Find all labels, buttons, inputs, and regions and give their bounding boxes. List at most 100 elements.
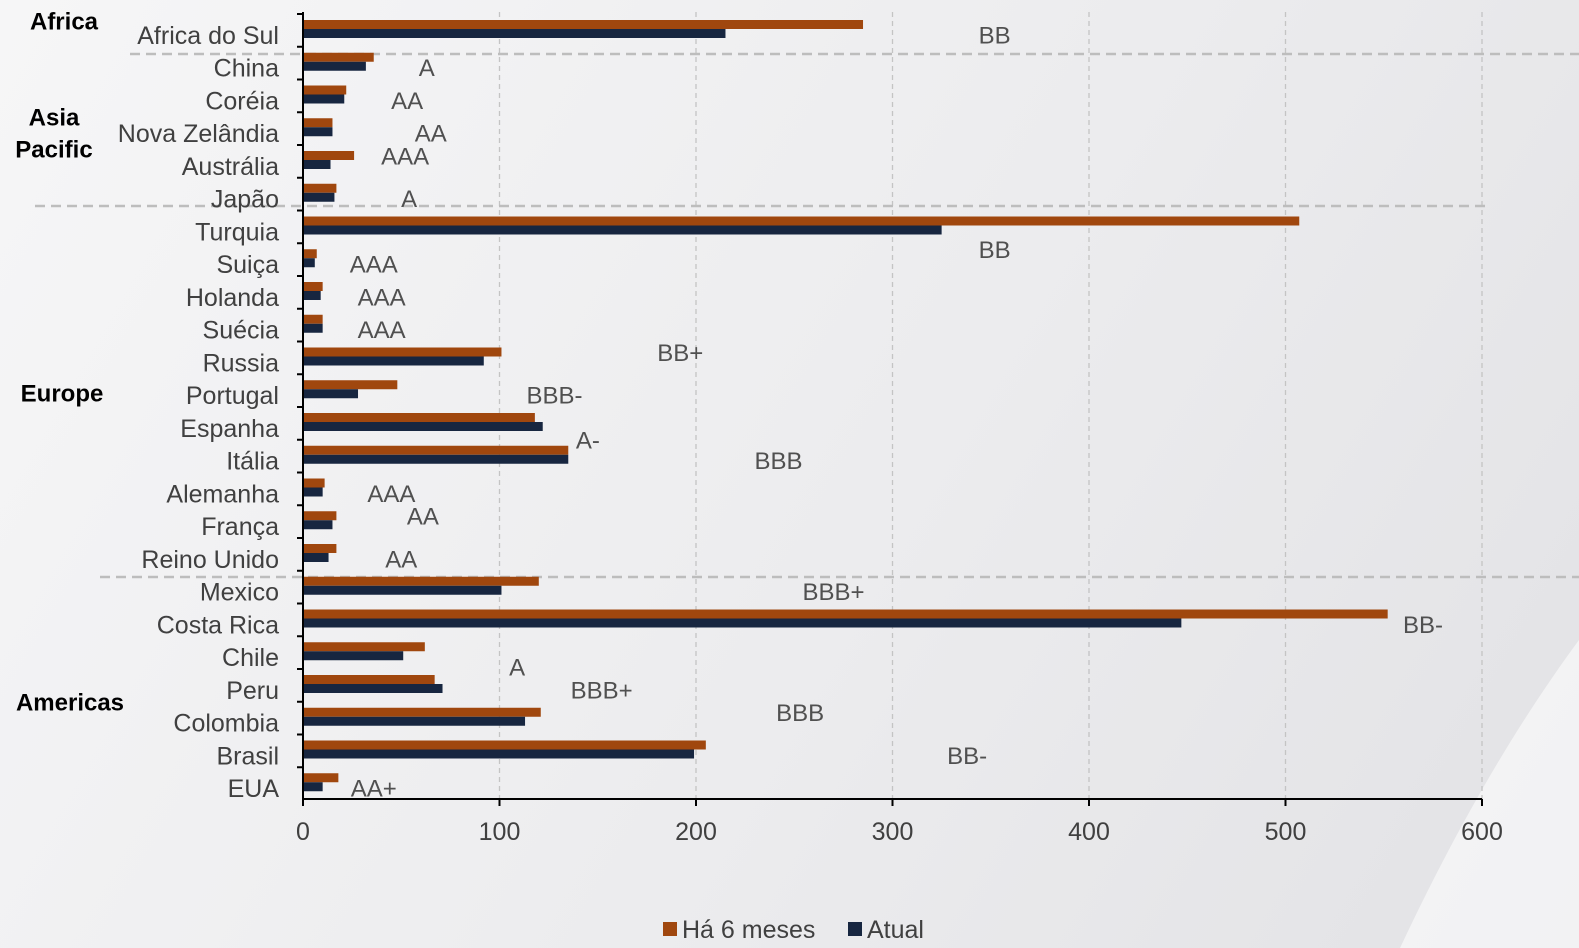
rating-label: AAA <box>381 143 429 170</box>
group-label: Pacific <box>15 137 92 164</box>
rating-label: AA+ <box>351 776 397 803</box>
x-tick-label: 100 <box>479 818 521 846</box>
rating-label: AA <box>391 88 423 115</box>
bar-ha-6-meses <box>303 707 541 717</box>
bar-ha-6-meses <box>303 576 539 586</box>
x-tick-label: 0 <box>296 818 310 846</box>
legend-label: Há 6 meses <box>682 916 815 944</box>
bar-ha-6-meses <box>303 151 355 160</box>
bar-atual <box>303 618 1182 628</box>
axes <box>297 12 1483 806</box>
group-label: Europe <box>21 381 104 408</box>
category-label: Espanha <box>180 415 279 443</box>
bar-atual <box>303 291 321 300</box>
bar-atual <box>303 356 484 366</box>
bar-ha-6-meses <box>303 20 864 29</box>
bar-atual <box>303 553 329 562</box>
bar-atual <box>303 585 502 595</box>
category-label: Portugal <box>186 382 279 410</box>
bar-atual <box>303 782 323 792</box>
bar-ha-6-meses <box>303 282 323 291</box>
bar-ha-6-meses <box>303 85 347 95</box>
category-label: Africa do Sul <box>137 22 279 50</box>
category-label: Colombia <box>173 710 279 738</box>
bar-atual <box>303 651 404 661</box>
bar-atual <box>303 454 569 464</box>
bar-atual <box>303 323 323 333</box>
bar-atual <box>303 422 543 431</box>
bar-ha-6-meses <box>303 249 317 259</box>
bar-ha-6-meses <box>303 511 337 521</box>
category-label: Brasil <box>216 742 279 770</box>
bar-atual <box>303 29 726 38</box>
category-label: EUA <box>228 775 280 803</box>
legend-swatch <box>848 922 862 936</box>
group-label: Africa <box>30 9 99 36</box>
bar-atual <box>303 716 526 726</box>
bar-atual <box>303 127 333 137</box>
category-label: Suécia <box>203 317 280 345</box>
rating-label: A- <box>576 427 600 454</box>
rating-label: AA <box>385 546 417 573</box>
rating-label: AAA <box>358 317 406 344</box>
bar-ha-6-meses <box>303 314 323 324</box>
rating-label: BB- <box>1403 612 1443 639</box>
rating-label: BB <box>979 237 1011 264</box>
category-label: Suiça <box>216 251 279 279</box>
category-label: França <box>201 513 279 541</box>
background-swoosh <box>1400 640 1579 948</box>
bar-ha-6-meses <box>303 445 569 455</box>
group-label: Asia <box>29 105 80 132</box>
bar-ha-6-meses <box>303 347 502 357</box>
bar-ha-6-meses <box>303 216 1300 226</box>
category-labels: Africa do Sul China Coréia Nova Zelândia Aus… <box>118 22 280 803</box>
category-label: Holanda <box>186 284 279 312</box>
rating-label: BB- <box>947 743 987 770</box>
group-labels: Africa Asia Pacific Europe Americas <box>15 9 124 717</box>
legend: Há 6 meses Atual <box>663 916 924 944</box>
bars <box>303 20 1388 792</box>
category-label: China <box>214 55 279 83</box>
bar-atual <box>303 192 335 202</box>
rating-label: A <box>401 186 417 213</box>
bar-ha-6-meses <box>303 544 337 553</box>
rating-label: A <box>419 55 435 82</box>
bar-atual <box>303 749 695 759</box>
bar-atual <box>303 61 366 71</box>
rating-label: BBB+ <box>571 677 633 704</box>
rating-label: BBB- <box>527 383 583 410</box>
rating-label: AAA <box>350 252 398 279</box>
bar-ha-6-meses <box>303 675 435 684</box>
grid-lines <box>498 12 1483 799</box>
bar-ha-6-meses <box>303 773 339 783</box>
bar-ha-6-meses <box>303 642 425 652</box>
bar-ha-6-meses <box>303 740 706 750</box>
rating-label: A <box>509 655 525 682</box>
category-label: Nova Zelândia <box>118 120 279 148</box>
rating-label: AAA <box>367 481 415 508</box>
x-tick-label: 600 <box>1461 818 1503 846</box>
category-label: Alemanha <box>166 480 279 508</box>
category-label: Turquia <box>195 218 279 246</box>
group-label: Americas <box>16 690 124 717</box>
category-label: Chile <box>222 644 279 672</box>
rating-label: AAA <box>358 284 406 311</box>
legend-swatch <box>663 922 677 936</box>
x-tick-label: 400 <box>1068 818 1110 846</box>
bar-ha-6-meses <box>303 118 333 128</box>
x-tick-label: 500 <box>1265 818 1307 846</box>
bar-atual <box>303 94 345 104</box>
bar-ha-6-meses <box>303 183 337 193</box>
bar-atual <box>303 520 333 530</box>
rating-label: BB+ <box>657 340 703 367</box>
bar-atual <box>303 225 942 235</box>
category-label: Mexico <box>200 579 279 607</box>
category-label: Coréia <box>205 87 279 115</box>
x-tick-label: 200 <box>675 818 717 846</box>
bar-atual <box>303 684 443 693</box>
bar-atual <box>303 258 315 268</box>
bar-ha-6-meses <box>303 478 325 488</box>
x-tick-labels: 0 100 200 300 400 500 600 <box>296 818 1503 846</box>
category-label: Austrália <box>182 153 279 181</box>
